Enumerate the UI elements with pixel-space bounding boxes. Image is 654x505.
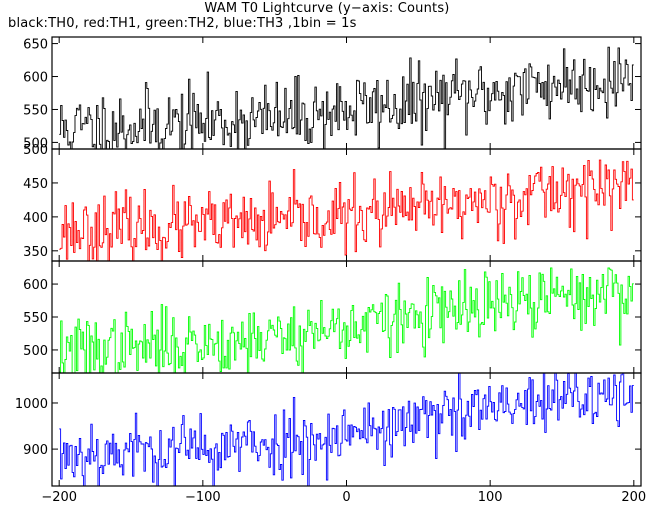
- y-tick-label: 550: [23, 311, 48, 326]
- series-th0: [59, 46, 634, 149]
- x-tick-label: 100: [478, 490, 503, 505]
- y-tick-label: 500: [23, 344, 48, 359]
- panel-th1: 350 400 450 500: [23, 143, 642, 262]
- x-tick-label: 0: [342, 490, 350, 505]
- y-tick-label: 500: [23, 143, 48, 158]
- x-tick-label: −200: [41, 490, 77, 505]
- panel-th2: 500 550 600: [23, 260, 642, 374]
- y-tick-label: 650: [23, 38, 48, 53]
- y-tick-label: 550: [23, 103, 48, 118]
- y-tick-label: 600: [23, 278, 48, 293]
- y-tick-label: 400: [23, 211, 48, 226]
- y-tick-label: 450: [23, 177, 48, 192]
- y-tick-label: 350: [23, 245, 48, 260]
- panel-th0: 500 550 600 650: [23, 36, 642, 151]
- panel-frame: [51, 36, 642, 150]
- y-tick-label: 600: [23, 71, 48, 86]
- chart-subtitle: black:TH0, red:TH1, green:TH2, blue:TH3 …: [8, 16, 357, 31]
- y-tick-label: 900: [23, 443, 48, 458]
- y-tick-label: 1000: [15, 397, 48, 412]
- x-tick-label: 200: [621, 490, 646, 505]
- y-tick-label: 500: [23, 136, 48, 151]
- chart-title: WAM T0 Lightcurve (y−axis: Counts): [204, 1, 450, 16]
- series-th3: [59, 373, 634, 486]
- series-th1: [59, 159, 634, 261]
- series-th2: [59, 267, 634, 373]
- panel-th3: 900 1000: [15, 372, 642, 487]
- x-tick-label: −100: [185, 490, 221, 505]
